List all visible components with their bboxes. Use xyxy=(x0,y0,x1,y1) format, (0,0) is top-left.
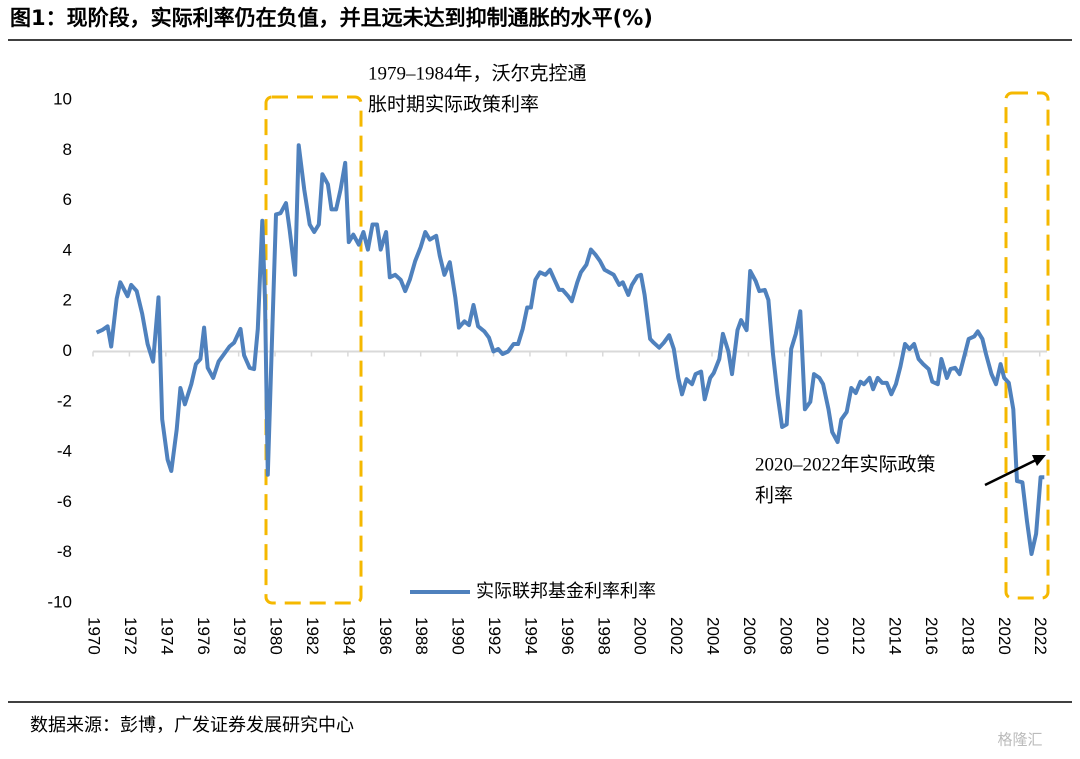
annotation: 1979–1984年，沃尔克控通 xyxy=(368,62,587,84)
y-tick-label: -10 xyxy=(47,592,72,611)
y-tick-label: 2 xyxy=(63,291,72,310)
y-tick-label: -6 xyxy=(57,492,72,511)
x-tick-label: 1976 xyxy=(194,617,213,655)
x-tick-label: 1970 xyxy=(85,617,104,655)
y-tick-label: -4 xyxy=(57,442,72,461)
x-tick-label: 1972 xyxy=(121,617,140,655)
x-tick-label: 1992 xyxy=(485,617,504,655)
highlight-box xyxy=(1004,91,1050,600)
x-tick-label: 1978 xyxy=(230,617,249,655)
data-line xyxy=(95,143,1045,556)
y-tick-label: -2 xyxy=(57,391,72,410)
chart-title: 图1：现阶段，实际利率仍在负值，并且远未达到抑制通胀的水平(%) xyxy=(10,6,653,30)
y-tick-label: 6 xyxy=(63,190,72,209)
x-tick-label: 1990 xyxy=(449,617,468,655)
y-tick-label: 4 xyxy=(63,240,72,259)
annotation: 利率 xyxy=(755,484,793,506)
x-tick-label: 2000 xyxy=(631,617,650,655)
x-tick-label: 2002 xyxy=(667,617,686,655)
x-tick-label: 1974 xyxy=(157,617,176,655)
y-tick-label: 0 xyxy=(63,341,72,360)
source: 数据来源：彭博，广发证券发展研究中心 xyxy=(30,715,354,736)
arrow-head xyxy=(1032,455,1046,466)
x-tick-label: 2004 xyxy=(704,617,723,655)
x-tick-label: 1996 xyxy=(558,617,577,655)
legend-label: 实际联邦基金利率利率 xyxy=(476,581,656,602)
y-tick-label: 8 xyxy=(63,140,72,159)
x-tick-label: 1988 xyxy=(412,617,431,655)
watermark: 格隆汇 xyxy=(997,731,1042,749)
x-tick-label: 2020 xyxy=(995,617,1014,655)
x-tick-label: 2006 xyxy=(740,617,759,655)
x-tick-label: 1994 xyxy=(521,617,540,655)
x-tick-label: 1980 xyxy=(267,617,286,655)
x-tick-label: 2010 xyxy=(813,617,832,655)
y-tick-label: -8 xyxy=(57,542,72,561)
x-tick-label: 1986 xyxy=(376,617,395,655)
y-tick-label: 10 xyxy=(53,89,72,108)
annotation: 2020–2022年实际政策 xyxy=(755,453,936,475)
x-tick-label: 2016 xyxy=(922,617,941,655)
x-tick-label: 2014 xyxy=(886,617,905,655)
x-tick-label: 2022 xyxy=(1031,617,1050,655)
arrow xyxy=(984,458,1037,487)
x-tick-label: 1998 xyxy=(594,617,613,655)
annotation: 胀时期实际政策利率 xyxy=(368,93,539,115)
x-tick-label: 2018 xyxy=(958,617,977,655)
x-tick-label: 2012 xyxy=(849,617,868,655)
x-tick-label: 1984 xyxy=(339,617,358,655)
x-tick-label: 1982 xyxy=(303,617,322,655)
x-tick-label: 2008 xyxy=(776,617,795,655)
